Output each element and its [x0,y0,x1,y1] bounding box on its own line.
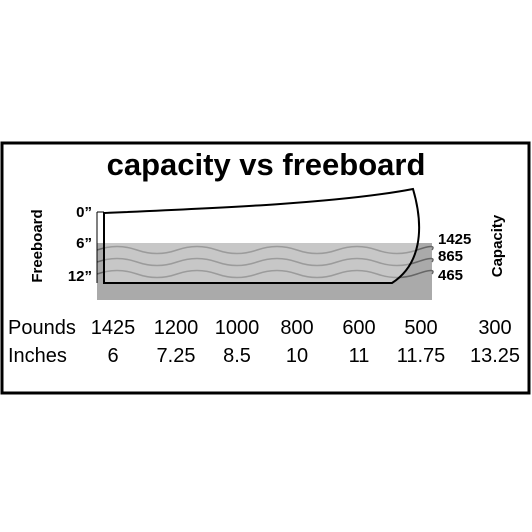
capacity-tick: 1425 [438,231,471,248]
cell: 1425 [91,317,136,339]
cell: 6 [107,345,118,367]
cell: 500 [404,317,437,339]
cell: 1200 [154,317,199,339]
cell: 7.25 [157,345,196,367]
row-label: Inches [8,345,67,367]
capacity-tick: 465 [438,267,463,284]
freeboard-tick: 12” [68,268,92,285]
hull [103,187,421,284]
cell: 800 [280,317,313,339]
cell: 10 [286,345,308,367]
capacity-label: Capacity [489,214,506,277]
title: capacity vs freeboard [107,147,426,182]
row-label: Pounds [8,317,76,339]
freeboard-tick: 0” [76,204,92,221]
freeboard-tick: 6” [76,235,92,252]
wave [96,257,434,267]
cell: 11 [349,345,370,367]
capacity-tick: 865 [438,248,463,265]
cell: 300 [478,317,511,339]
cell: 11.75 [397,345,446,367]
cell: 8.5 [223,345,251,367]
cell: 600 [342,317,375,339]
cell: 13.25 [470,345,520,367]
freeboard-label: Freeboard [29,209,46,282]
cell: 1000 [215,317,260,339]
wave [96,245,434,255]
wave [96,269,434,279]
